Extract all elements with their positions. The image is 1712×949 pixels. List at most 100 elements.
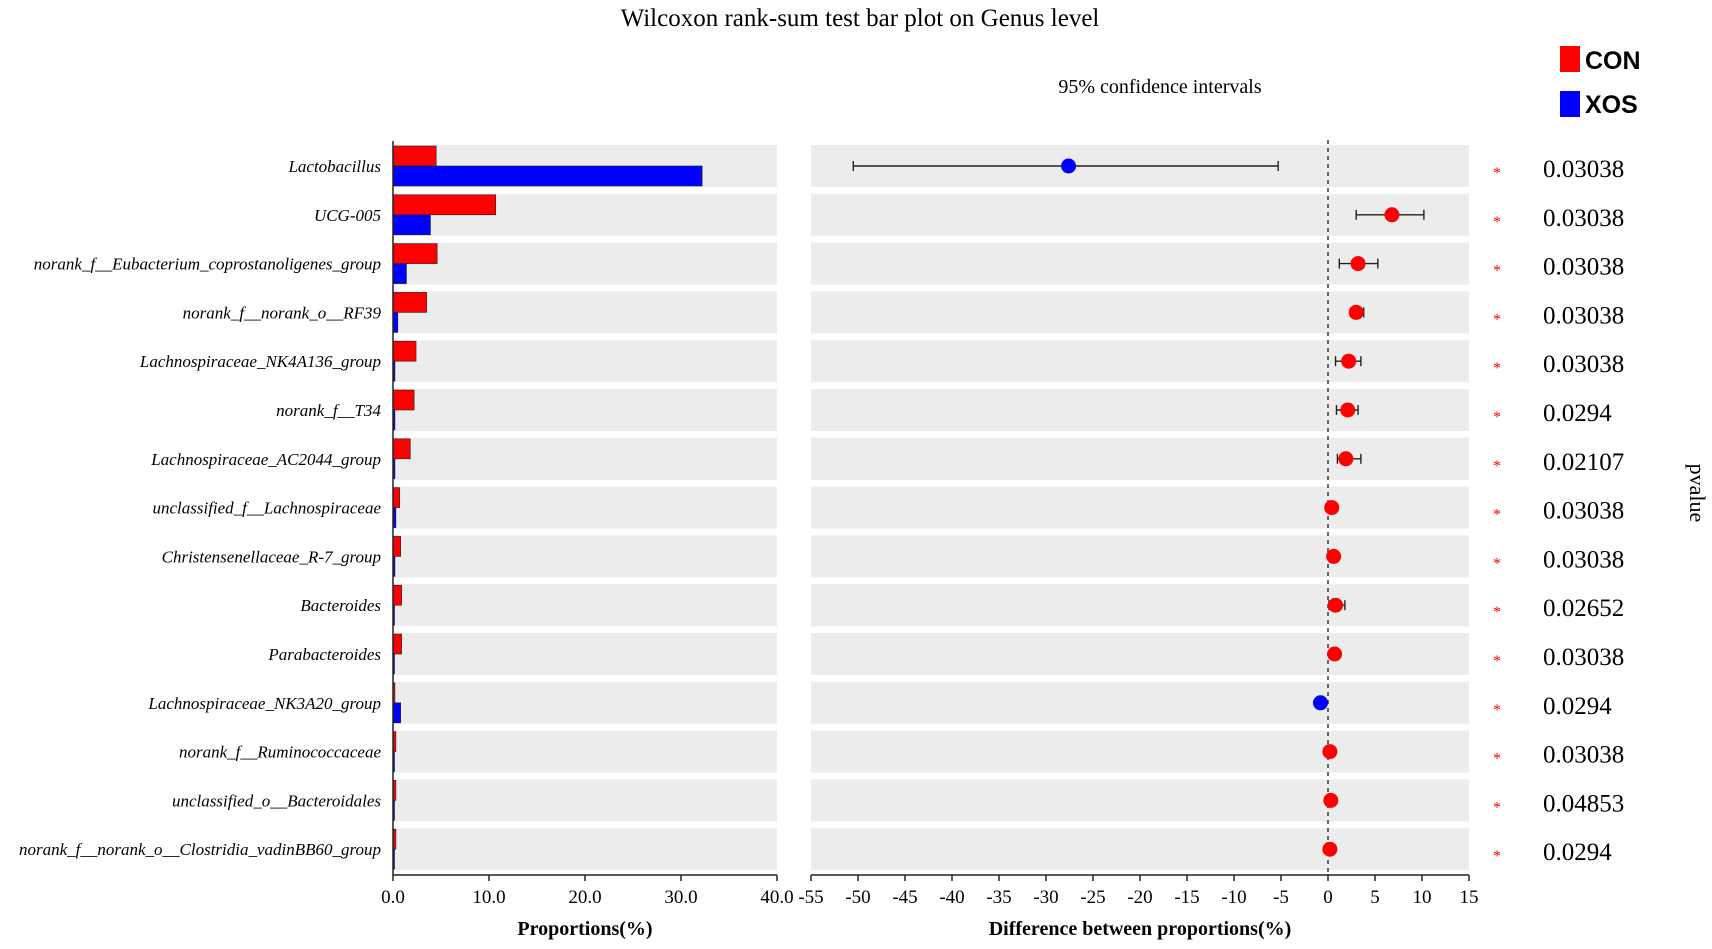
bar-row-background [393,486,777,529]
pvalue-marker: * [1493,311,1501,328]
ci-x-tick-label: -50 [845,887,870,908]
pvalue-text: 0.03038 [1543,351,1624,378]
ci-x-tick-label: -25 [1080,887,1105,908]
ci-x-tick-label: 10 [1413,887,1432,908]
category-labels: Lactobacillus UCG-005 norank_f__Eubacteriu… [19,157,382,859]
bar-xos [392,263,407,284]
pvalue-text: 0.02107 [1543,449,1624,476]
pvalue-text: 0.03038 [1543,205,1624,232]
legend-swatch-xos [1560,91,1580,117]
bar-con [392,243,438,264]
row-backgrounds [393,145,1469,871]
ci-subtitle: 95% confidence intervals [1058,76,1261,98]
ci-x-tick-label: -30 [1033,887,1058,908]
category-label: Parabacteroides [267,645,381,664]
bar-con [392,487,401,508]
ci-row-background [811,584,1469,627]
bar-x-axis-label: Proportions(%) [517,918,652,940]
pvalue-text: 0.03038 [1543,644,1624,671]
bar-row-background [393,584,777,627]
pvalue-marker: * [1493,263,1501,280]
category-label: Lachnospiraceae_NK3A20_group [147,694,381,713]
pvalue-text: 0.03038 [1543,546,1624,573]
ci-row-background [811,437,1469,480]
pvalue-text: 0.0294 [1543,400,1612,427]
ci-x-tick-label: -45 [892,887,917,908]
ci-row-background [811,828,1469,871]
bar-row-background [393,681,777,724]
ci-row-background [811,730,1469,773]
category-label: norank_f__norank_o__RF39 [183,303,382,322]
ci-row-background [811,389,1469,431]
pvalue-marker: * [1493,214,1501,231]
pvalue-marker: * [1493,751,1501,768]
ci-x-tick-label: 0 [1323,887,1333,908]
legend-swatch-con [1560,46,1580,72]
ci-marks [852,158,1425,857]
ci-point-con [1324,500,1340,516]
bar-x-tick-label: 0.0 [381,887,405,908]
ci-row-background [811,340,1469,383]
category-label: unclassified_f__Lachnospiraceae [152,499,381,518]
category-label: UCG-005 [314,206,381,225]
bar-row-background [393,291,777,334]
ci-point-con [1348,304,1364,320]
ci-point-con [1322,841,1338,857]
bar-con [392,389,415,411]
bar-row-background [393,779,777,822]
ci-x-tick-label: -55 [798,887,823,908]
bar-x-tick-label: 10.0 [472,887,505,908]
ci-x-tick-label: -5 [1273,887,1289,908]
axes: 0.0 10.0 20.0 30.0 40.0 -55 -50 -45 -40 -35 -30 -25… [381,141,1479,908]
bar-con [392,584,402,606]
ci-x-tick-label: -10 [1221,887,1246,908]
bar-xos [392,165,703,187]
pvalue-text: 0.0294 [1543,839,1612,866]
ci-x-tick-label: -15 [1174,887,1199,908]
pvalue-marker: * [1493,799,1501,816]
pvalue-marker: * [1493,555,1501,572]
ci-point-con [1327,646,1343,662]
pvalue-text: 0.04853 [1543,790,1624,817]
category-label: unclassified_o__Bacteroidales [172,791,381,810]
legend-label-xos: XOS [1585,91,1638,119]
bar-con [392,292,427,313]
pvalue-marker: * [1493,507,1501,524]
ci-point-con [1338,451,1354,467]
ci-point-con [1350,256,1366,272]
category-label: Lachnospiraceae_NK4A136_group [139,352,381,371]
ci-point-con [1384,207,1400,223]
category-label: Lachnospiraceae_AC2044_group [150,450,381,469]
category-label: Lactobacillus [287,157,381,176]
pvalue-marker: * [1493,702,1501,719]
ci-point-con [1340,402,1356,418]
bar-x-tick-label: 20.0 [568,887,601,908]
pvalue-text: 0.03038 [1543,742,1624,769]
pvalue-marker: * [1493,653,1501,670]
bar-row-background [393,437,777,480]
pvalue-axis-label: pvalue [1685,464,1710,523]
ci-point-con [1341,353,1357,369]
bar-x-tick-label: 40.0 [760,887,793,908]
ci-x-tick-label: 5 [1370,887,1380,908]
bar-row-background [393,389,777,431]
ci-x-tick-label: -40 [939,887,964,908]
pvalue-text: 0.03038 [1543,302,1624,329]
bar-row-background [393,633,777,675]
pvalue-marker: * [1493,360,1501,377]
ci-x-tick-label: 15 [1460,887,1479,908]
ci-row-background [811,535,1469,578]
bar-xos [392,702,401,724]
ci-point-con [1328,597,1344,613]
pvalue-marker: * [1493,604,1501,621]
ci-row-background [811,779,1469,822]
bar-row-background [393,535,777,578]
pvalue-text: 0.02652 [1543,595,1624,622]
category-label: norank_f__T34 [276,401,381,420]
bar-con [392,340,417,362]
category-label: Bacteroides [300,596,381,615]
ci-x-tick-label: -20 [1127,887,1152,908]
ci-row-background [811,486,1469,529]
pvalue-text: 0.03038 [1543,254,1624,281]
